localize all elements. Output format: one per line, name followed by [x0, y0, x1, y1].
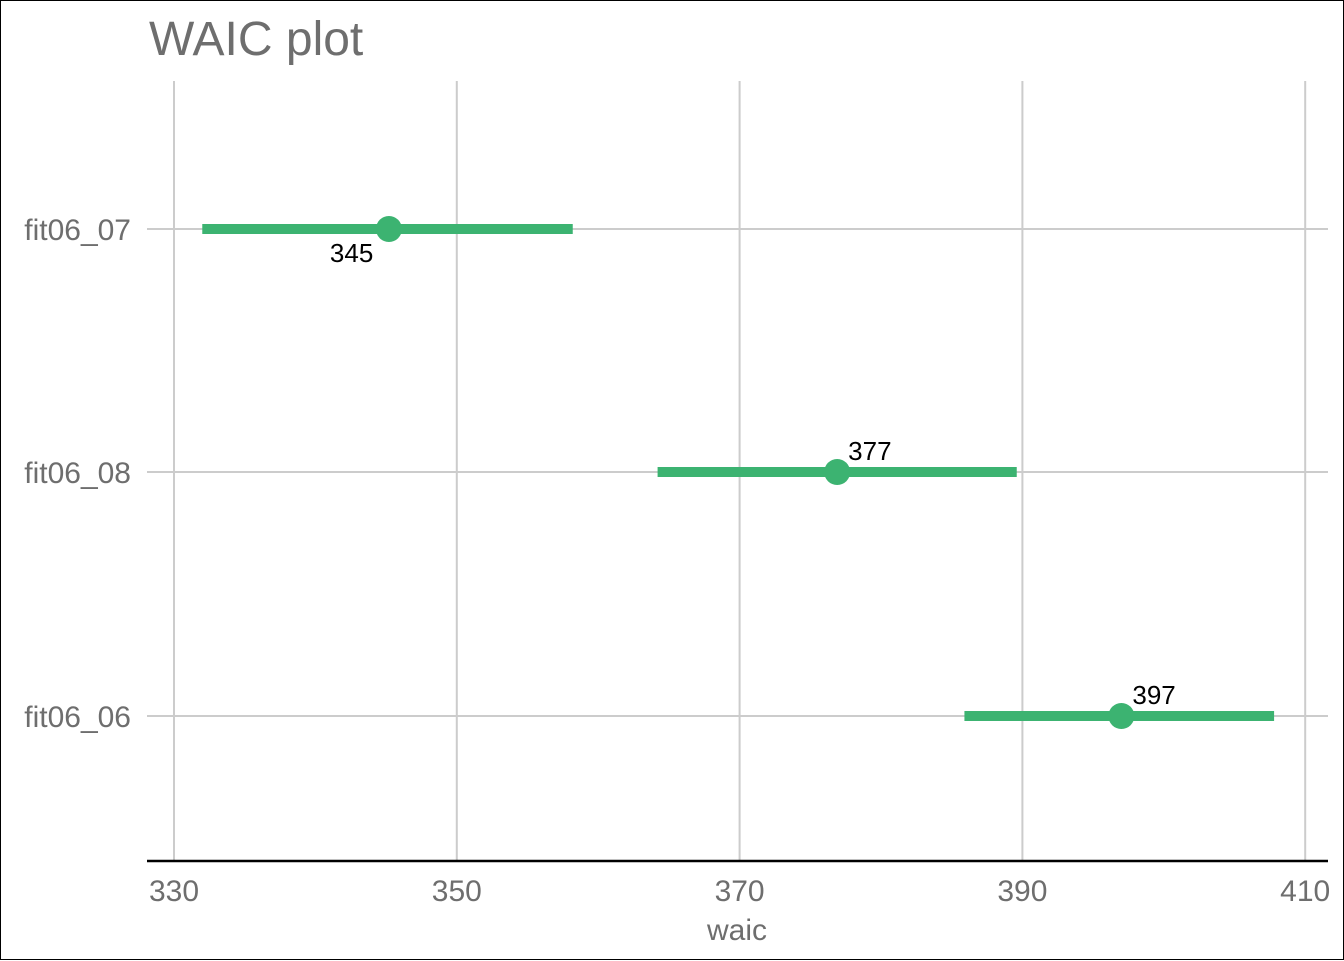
point-marker — [824, 459, 851, 485]
x-tick-labels: 330 350 370 390 410 — [149, 875, 1330, 908]
y-tick-labels: fit06_07 fit06_08 fit06_06 — [24, 214, 131, 734]
chart-title: WAIC plot — [149, 13, 363, 66]
point-marker — [375, 216, 402, 242]
point-marker — [1108, 703, 1135, 729]
x-tick-label: 370 — [715, 875, 765, 908]
data-label: 377 — [848, 436, 891, 466]
data-label: 397 — [1132, 680, 1175, 710]
x-tick-label: 410 — [1280, 875, 1330, 908]
data-label: 345 — [330, 238, 373, 268]
x-tick-label: 350 — [432, 875, 482, 908]
x-axis-title: waic — [706, 914, 767, 947]
y-tick-label: fit06_06 — [24, 701, 131, 734]
x-tick-label: 390 — [997, 875, 1047, 908]
y-tick-label: fit06_07 — [24, 214, 131, 247]
x-tick-label: 330 — [149, 875, 199, 908]
data-marks: 345 377 397 — [202, 216, 1275, 729]
y-tick-label: fit06_08 — [24, 457, 131, 490]
